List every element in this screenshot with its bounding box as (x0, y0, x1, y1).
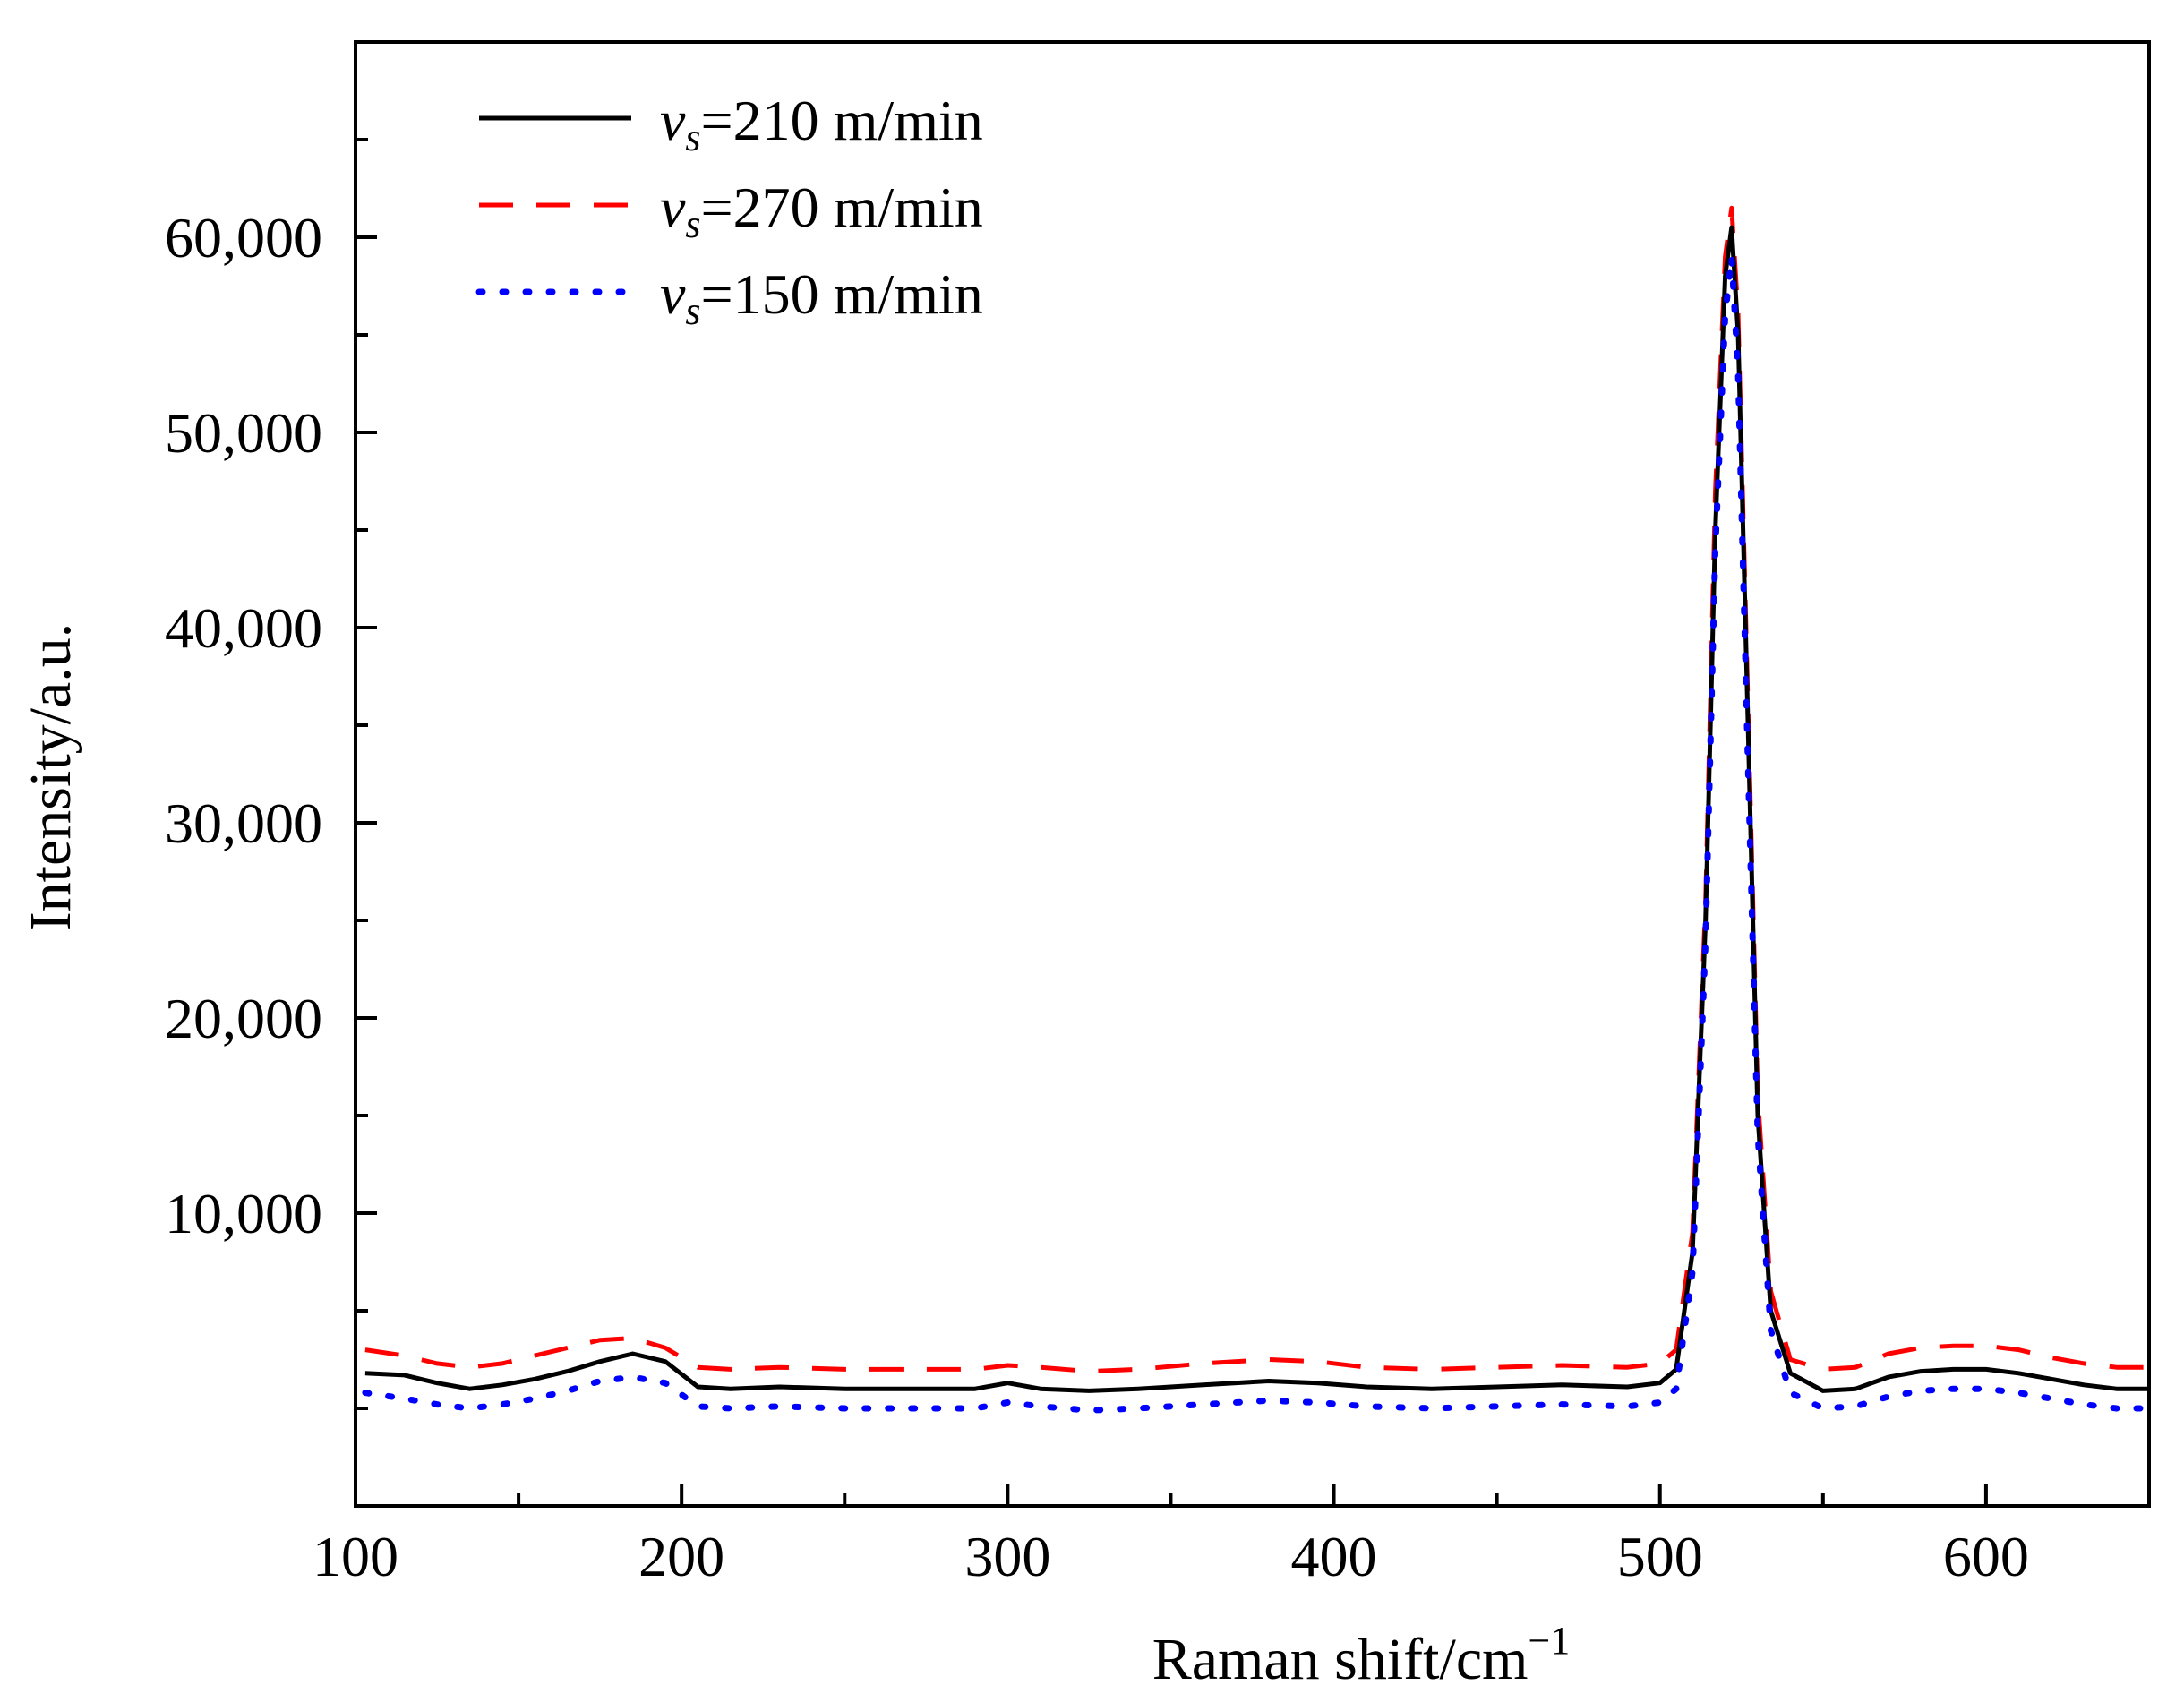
x-axis-title-text: Raman shift/cm (1152, 1627, 1529, 1692)
x-tick-label: 400 (1291, 1525, 1377, 1588)
legend-label: vs=270 m/min (660, 175, 983, 246)
series-line-270-m-min (364, 205, 2149, 1374)
legend-symbol: v (660, 89, 686, 152)
x-tick-label: 300 (964, 1525, 1050, 1588)
x-tick-labels: 100 200 300 400 500 600 (313, 1525, 2029, 1588)
legend-text: =270 m/min (701, 175, 983, 239)
legend-text: =210 m/min (701, 89, 983, 152)
y-tick-label: 10,000 (165, 1182, 322, 1245)
series-layer (362, 205, 2153, 1414)
legend-symbol: v (660, 262, 686, 326)
y-tick-label: 60,000 (165, 206, 322, 269)
x-tick-label: 500 (1617, 1525, 1703, 1588)
y-tick-label: 50,000 (165, 401, 322, 465)
y-tick-label: 40,000 (165, 596, 322, 660)
legend-subscript: s (685, 202, 700, 246)
y-axis-title: Intensity/a.u. (18, 623, 83, 932)
legend-subscript: s (685, 115, 700, 159)
x-axis-title-superscript: −1 (1528, 1619, 1570, 1663)
x-tick-label: 200 (638, 1525, 724, 1588)
legend-text: =150 m/min (701, 262, 983, 326)
legend-symbol: v (660, 175, 686, 239)
series-line-210-m-min (364, 225, 2149, 1393)
axis-ticks (354, 138, 2151, 1506)
y-tick-label: 20,000 (165, 987, 322, 1050)
x-tick-label: 100 (313, 1525, 398, 1588)
x-tick-label: 600 (1943, 1525, 2029, 1588)
legend-subscript: s (685, 289, 700, 333)
y-tick-label: 30,000 (165, 791, 322, 855)
plot-frame (354, 40, 2151, 1508)
series-line-150-m-min (362, 253, 2153, 1414)
y-tick-labels: 10,000 20,000 30,000 40,000 50,000 60,000 (165, 206, 322, 1245)
legend-label: vs=210 m/min (660, 89, 983, 159)
legend-label: vs=150 m/min (660, 262, 983, 333)
x-axis-title: Raman shift/cm−1 (1152, 1619, 1571, 1692)
